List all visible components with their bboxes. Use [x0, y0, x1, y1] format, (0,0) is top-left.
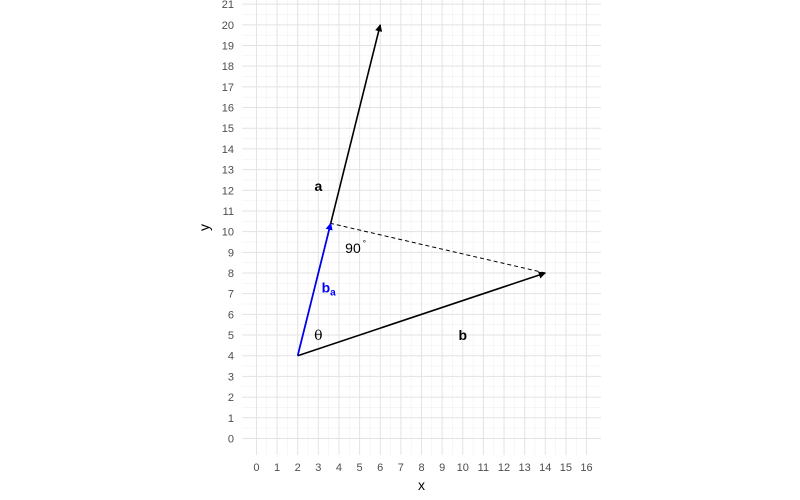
y-tick-label: 20 [222, 20, 234, 32]
y-tick-label: 11 [223, 206, 234, 218]
x-tick-label: 4 [336, 462, 342, 474]
y-tick-label: 3 [228, 371, 234, 383]
x-tick-label: 2 [295, 462, 301, 474]
label-theta: θ [314, 328, 322, 344]
x-tick-label: 5 [357, 462, 363, 474]
y-tick-label: 19 [222, 41, 234, 53]
y-tick-label: 9 [228, 247, 234, 259]
vector-b [297, 271, 546, 357]
x-tick-label: 1 [274, 462, 280, 474]
y-tick-label: 6 [228, 309, 234, 321]
x-tick-label: 6 [377, 462, 383, 474]
x-tick-label: 8 [418, 462, 424, 474]
x-tick-label: 12 [498, 462, 510, 474]
x-tick-label: 14 [539, 462, 551, 474]
x-axis-ticks: 0 1 2 3 4 5 6 7 8 9 10 11 12 13 14 15 16 [253, 462, 592, 474]
vector-b-a [296, 222, 333, 356]
y-tick-label: 8 [228, 268, 234, 280]
x-tick-label: 16 [580, 462, 592, 474]
x-axis-title: x [418, 477, 425, 493]
x-tick-label: 7 [398, 462, 404, 474]
vector-labels: a b ba θ 90 ° [314, 178, 467, 344]
y-tick-label: 17 [222, 82, 234, 94]
y-tick-label: 18 [222, 61, 234, 73]
y-tick-label: 1 [228, 413, 234, 425]
y-tick-label: 16 [222, 103, 234, 115]
y-axis-title: y [196, 224, 212, 231]
x-tick-label: 9 [439, 462, 445, 474]
y-tick-label: 2 [228, 392, 234, 404]
y-tick-label: 4 [228, 351, 234, 363]
x-tick-label: 10 [457, 462, 469, 474]
y-tick-label: 15 [222, 123, 234, 135]
label-b: b [458, 327, 467, 343]
grid-major [242, 0, 601, 455]
y-tick-label: 12 [222, 185, 234, 197]
vectors [296, 24, 546, 357]
x-tick-label: 15 [560, 462, 572, 474]
y-tick-label: 10 [222, 227, 234, 239]
projection-dashed-line [330, 222, 546, 274]
y-tick-label: 21 [222, 0, 234, 11]
label-a: a [314, 178, 322, 194]
y-tick-label: 7 [228, 289, 234, 301]
y-tick-label: 13 [222, 165, 234, 177]
label-ba: ba [322, 279, 337, 298]
x-tick-label: 11 [478, 462, 489, 474]
y-tick-label: 0 [228, 433, 234, 445]
y-tick-label: 5 [228, 330, 234, 342]
x-tick-label: 3 [315, 462, 321, 474]
x-tick-label: 0 [253, 462, 259, 474]
y-tick-label: 14 [222, 144, 234, 156]
x-tick-label: 13 [519, 462, 531, 474]
label-right-angle: 90 ° [345, 239, 366, 256]
